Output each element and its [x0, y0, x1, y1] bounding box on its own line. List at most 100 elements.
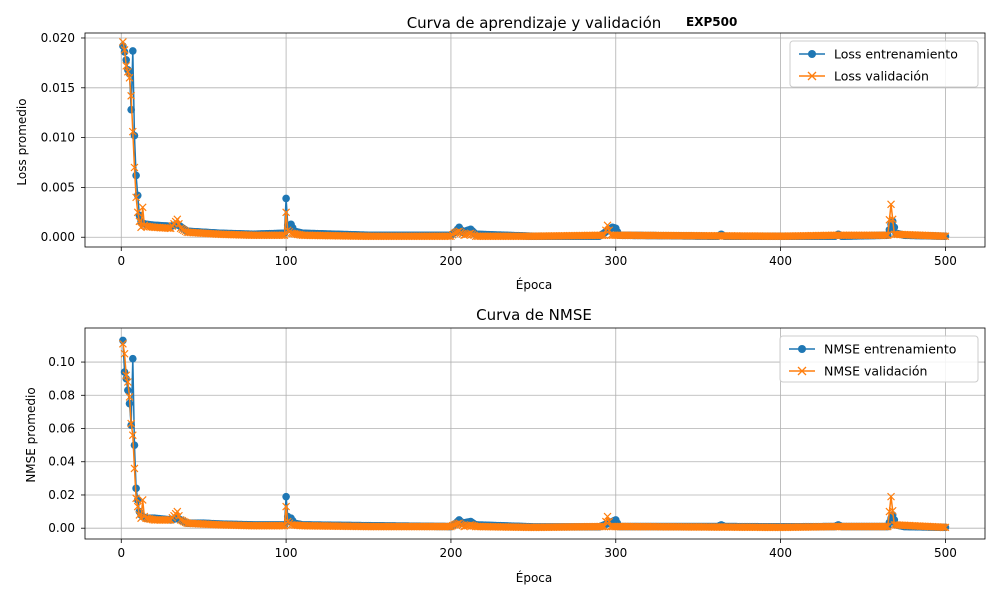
nmse-point	[125, 393, 134, 401]
nmse-point	[123, 378, 132, 386]
loss-xtick-label: 100	[275, 254, 298, 268]
nmse-point	[175, 511, 183, 520]
loss-point	[125, 73, 134, 82]
nmse-xtick-label: 300	[604, 546, 627, 560]
nmse-legend-marker	[797, 366, 807, 376]
nmse-xtick-label: 400	[769, 546, 792, 560]
nmse-series-val	[118, 339, 950, 532]
loss-legend-marker	[807, 71, 817, 81]
nmse-chart-title: Curva de NMSE	[476, 306, 592, 324]
loss-ytick-label: 0.010	[41, 131, 75, 145]
loss-point	[128, 127, 137, 136]
loss-xtick-label: 400	[769, 254, 792, 268]
loss-point	[132, 193, 141, 202]
nmse-xtick-label: 0	[117, 546, 125, 560]
loss-point	[882, 231, 891, 240]
loss-point	[122, 61, 131, 70]
loss-chart-title: Curva de aprendizaje y validación	[407, 14, 662, 32]
nmse-legend-label: NMSE validación	[824, 364, 927, 379]
loss-point	[173, 215, 182, 224]
nmse-chart-xlabel: Época	[516, 570, 553, 585]
nmse-point	[598, 522, 607, 531]
loss-point	[941, 232, 950, 241]
nmse-point	[282, 502, 291, 511]
nmse-point	[282, 492, 290, 501]
loss-point	[938, 232, 947, 241]
loss-point	[603, 221, 612, 230]
loss-legend-label: Loss validación	[834, 69, 929, 84]
loss-xtick-label: 0	[117, 254, 125, 268]
nmse-point	[138, 496, 147, 504]
nmse-ytick-label: 0.02	[48, 488, 75, 502]
nmse-point	[939, 523, 948, 532]
nmse-ytick-label: 0.06	[48, 422, 75, 436]
loss-point	[127, 91, 136, 100]
nmse-point	[277, 521, 286, 530]
nmse-point	[130, 464, 139, 473]
nmse-point	[120, 349, 129, 358]
loss-point	[880, 231, 889, 240]
nmse-axes-frame	[84, 327, 986, 540]
nmse-legend-marker	[798, 345, 806, 353]
nmse-point	[938, 523, 947, 532]
nmse-plot-area: 0 100 200 300 400 500 0.00 0.02 0.04 0.06 0.08 0.10	[48, 327, 986, 560]
loss-axes-frame	[84, 32, 986, 248]
loss-chart: Curva de aprendizaje y validación EXP500…	[15, 14, 986, 292]
loss-legend: Loss entrenamiento Loss validación	[789, 40, 979, 88]
nmse-ytick-label: 0.00	[48, 521, 75, 535]
loss-point	[138, 203, 147, 212]
loss-point	[118, 38, 127, 46]
loss-point	[123, 67, 132, 76]
loss-point	[883, 231, 892, 240]
nmse-legend-box	[779, 335, 979, 383]
nmse-point	[130, 441, 139, 449]
loss-point	[129, 47, 137, 55]
loss-xtick-label: 500	[934, 254, 957, 268]
nmse-point	[133, 502, 142, 511]
loss-point	[598, 231, 607, 240]
nmse-point	[129, 354, 137, 363]
loss-point	[163, 224, 172, 232]
loss-point	[120, 46, 129, 54]
nmse-ytick-label: 0.08	[48, 388, 75, 402]
nmse-chart: Curva de NMSE Época NMSE promedio 0 100 20…	[24, 306, 986, 585]
loss-chart-xlabel: Época	[516, 277, 553, 292]
loss-point	[282, 208, 291, 217]
loss-point	[277, 231, 286, 240]
loss-point	[939, 232, 948, 241]
nmse-point	[128, 431, 137, 440]
nmse-legend-label: NMSE entrenamiento	[824, 342, 956, 357]
nmse-xtick-label: 100	[275, 546, 298, 560]
loss-point	[465, 229, 473, 238]
loss-point	[888, 215, 897, 224]
nmse-xtick-label: 200	[439, 546, 462, 560]
nmse-ytick-label: 0.10	[48, 355, 75, 369]
nmse-point	[280, 521, 289, 530]
loss-point	[887, 200, 895, 209]
nmse-point	[888, 506, 897, 515]
loss-ytick-label: 0.000	[41, 230, 75, 244]
nmse-point	[880, 522, 889, 531]
loss-ytick-label: 0.015	[41, 81, 75, 95]
nmse-point	[887, 492, 895, 501]
loss-xtick-label: 200	[439, 254, 462, 268]
nmse-chart-ylabel: NMSE promedio	[24, 387, 38, 482]
loss-ytick-label: 0.005	[41, 180, 75, 194]
nmse-ytick-label: 0.04	[48, 455, 75, 469]
nmse-point	[122, 371, 131, 380]
loss-point	[890, 223, 899, 232]
nmse-legend: NMSE entrenamiento NMSE validación	[779, 335, 979, 383]
loss-point	[280, 231, 289, 240]
nmse-point	[941, 523, 950, 532]
nmse-xtick-label: 500	[934, 546, 957, 560]
nmse-point	[118, 339, 127, 348]
experiment-tag: EXP500	[686, 15, 737, 29]
loss-point	[130, 163, 139, 172]
loss-point	[282, 194, 290, 203]
loss-point	[443, 232, 452, 241]
nmse-point	[882, 522, 891, 531]
loss-series-val	[118, 38, 950, 241]
loss-legend-marker	[808, 50, 816, 58]
nmse-point	[173, 507, 182, 516]
